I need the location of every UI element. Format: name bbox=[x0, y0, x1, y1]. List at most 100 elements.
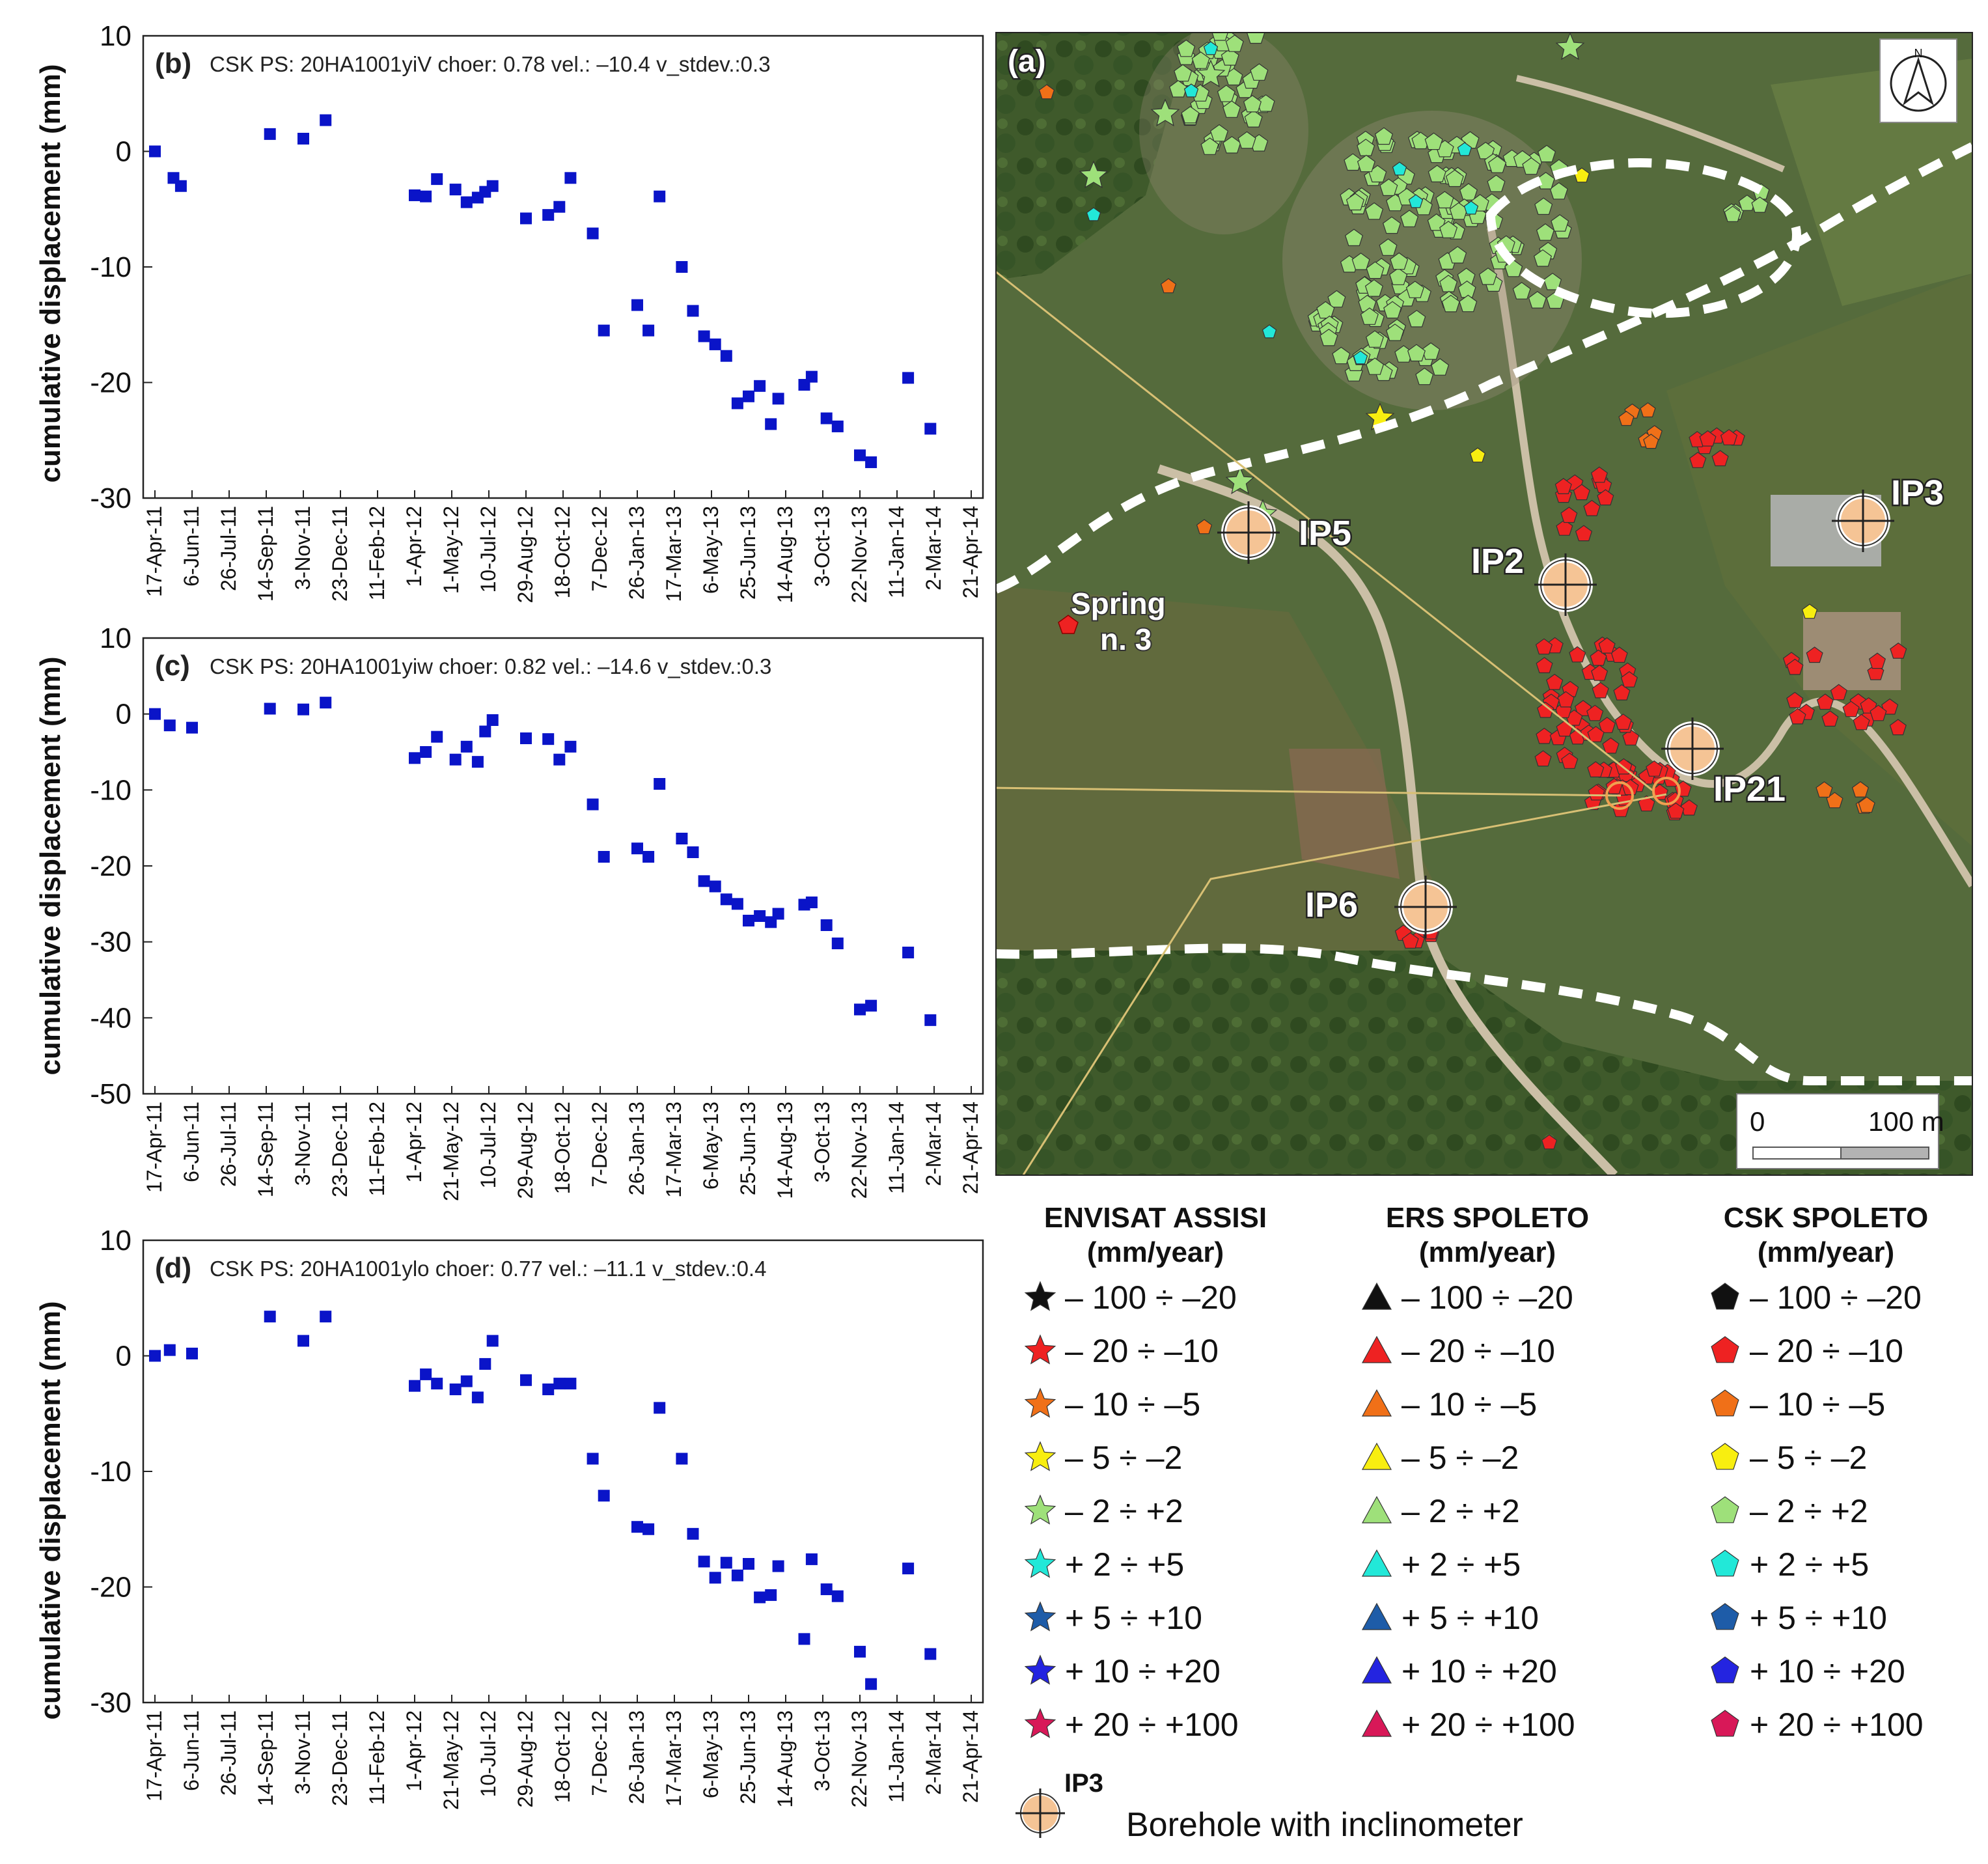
ps-point bbox=[1209, 124, 1229, 142]
landslide-boundary bbox=[996, 142, 1972, 594]
data-point bbox=[564, 172, 577, 184]
ps-point bbox=[1738, 194, 1756, 211]
ps-point bbox=[1583, 499, 1601, 516]
north-arrow: N bbox=[1879, 38, 1957, 123]
x-tick-label: 18-Oct-12 bbox=[551, 506, 574, 598]
x-tick-label: 29-Aug-12 bbox=[514, 1102, 537, 1199]
data-point bbox=[520, 1374, 532, 1386]
ps-point bbox=[1200, 137, 1219, 155]
panel-letter: (d) bbox=[155, 1252, 191, 1284]
x-tick-label: 17-Mar-13 bbox=[662, 1102, 685, 1198]
data-point bbox=[642, 324, 655, 337]
x-tick-label: 25-Jun-13 bbox=[736, 506, 760, 600]
ps-highlight bbox=[1605, 781, 1634, 810]
ps-point bbox=[1459, 183, 1478, 201]
data-point bbox=[471, 1391, 484, 1404]
data-point bbox=[676, 833, 688, 844]
ps-point bbox=[1711, 1389, 1739, 1417]
ps-point bbox=[1364, 202, 1384, 220]
legend-label: – 5 ÷ –2 bbox=[1401, 1440, 1519, 1476]
data-point bbox=[486, 1335, 499, 1347]
legend-symbol bbox=[1361, 1389, 1392, 1417]
data-point bbox=[149, 708, 161, 720]
data-point bbox=[598, 851, 610, 863]
data-point bbox=[720, 893, 732, 906]
x-tick-label: 21-Apr-14 bbox=[959, 506, 982, 598]
y-tick-label: -30 bbox=[90, 1687, 131, 1719]
ps-point bbox=[1469, 447, 1486, 463]
ps-point bbox=[1181, 105, 1200, 124]
ps-point bbox=[1724, 206, 1741, 222]
ps-point bbox=[1789, 708, 1806, 725]
legend-label: – 20 ÷ –10 bbox=[1401, 1333, 1555, 1369]
panel-letter: (b) bbox=[155, 48, 191, 79]
x-tick-label: 26-Jan-13 bbox=[625, 1102, 648, 1195]
ps-point bbox=[1196, 519, 1213, 535]
x-tick-label: 10-Jul-12 bbox=[476, 1710, 500, 1797]
data-point bbox=[479, 1357, 491, 1370]
ps-point bbox=[1360, 307, 1379, 325]
x-tick-label: 14-Sep-11 bbox=[254, 1102, 277, 1197]
data-point bbox=[865, 456, 877, 468]
ps-highlight bbox=[1652, 777, 1681, 805]
ps-point bbox=[1415, 367, 1434, 385]
x-tick-label: 14-Aug-13 bbox=[773, 506, 797, 603]
ps-point bbox=[1556, 519, 1573, 536]
y-axis-label: cumulative displacement (mm) bbox=[35, 1301, 66, 1719]
ps-point bbox=[1816, 693, 1834, 710]
ps-point bbox=[1534, 750, 1552, 767]
borehole-ip21 bbox=[1661, 717, 1724, 780]
ps-point bbox=[1870, 704, 1887, 721]
scale-end: 100 m bbox=[1868, 1106, 1944, 1137]
legend-label: + 10 ÷ +20 bbox=[1750, 1653, 1905, 1690]
label-ip5: IP5 bbox=[1299, 514, 1351, 553]
ps-point bbox=[1424, 132, 1443, 150]
ps-point bbox=[1448, 245, 1467, 264]
x-tick-label: 14-Sep-11 bbox=[254, 506, 277, 602]
label-spring-number: n. 3 bbox=[1100, 622, 1152, 656]
x-tick-label: 14-Sep-11 bbox=[254, 1710, 277, 1806]
ps-point bbox=[1327, 290, 1346, 308]
scale-bar: 0 100 m bbox=[1736, 1093, 1944, 1169]
x-tick-label: 2-Mar-14 bbox=[922, 1102, 945, 1186]
data-point bbox=[264, 1311, 276, 1323]
data-point bbox=[186, 721, 198, 734]
data-point bbox=[587, 798, 599, 811]
ps-point bbox=[1711, 1496, 1739, 1523]
x-tick-label: 11-Jan-14 bbox=[885, 506, 908, 598]
ps-point bbox=[1667, 802, 1685, 819]
ps-point bbox=[1203, 41, 1219, 55]
legend-label: – 5 ÷ –2 bbox=[1065, 1440, 1182, 1476]
data-point bbox=[731, 1569, 743, 1581]
data-point bbox=[163, 1344, 176, 1356]
ps-point bbox=[1237, 131, 1256, 149]
ps-point bbox=[1244, 110, 1263, 128]
data-point bbox=[631, 842, 643, 855]
ps-point bbox=[1319, 328, 1338, 346]
ps-star bbox=[1024, 1334, 1056, 1365]
ps-point bbox=[1250, 63, 1269, 81]
data-point bbox=[924, 1648, 937, 1660]
y-tick-label: -40 bbox=[90, 1002, 131, 1034]
legend-label: – 20 ÷ –10 bbox=[1750, 1333, 1903, 1369]
y-ticks: 10 0 -10 -20 -30 -40 -50 bbox=[90, 622, 152, 1110]
data-point bbox=[186, 1347, 198, 1359]
ps-point bbox=[1435, 191, 1454, 208]
data-point bbox=[654, 190, 666, 202]
ps-point bbox=[1168, 79, 1188, 98]
x-tick-label: 6-May-13 bbox=[699, 506, 723, 594]
data-point bbox=[865, 1678, 877, 1690]
legend: ENVISAT ASSISI (mm/year) ERS SPOLETO (mm… bbox=[1015, 1202, 1928, 1844]
data-point bbox=[743, 915, 754, 926]
borehole-ip5 bbox=[1217, 501, 1280, 564]
data-point bbox=[698, 330, 710, 342]
ps-markers bbox=[1038, 33, 1907, 1150]
x-tick-label: 26-Jul-11 bbox=[217, 1710, 240, 1796]
ps-point bbox=[1613, 684, 1631, 701]
data-point bbox=[163, 719, 176, 732]
ps-point bbox=[1445, 169, 1464, 188]
road bbox=[1157, 464, 1618, 1175]
y-tick-label: -30 bbox=[90, 482, 131, 514]
borehole-ip3 bbox=[1832, 490, 1894, 552]
